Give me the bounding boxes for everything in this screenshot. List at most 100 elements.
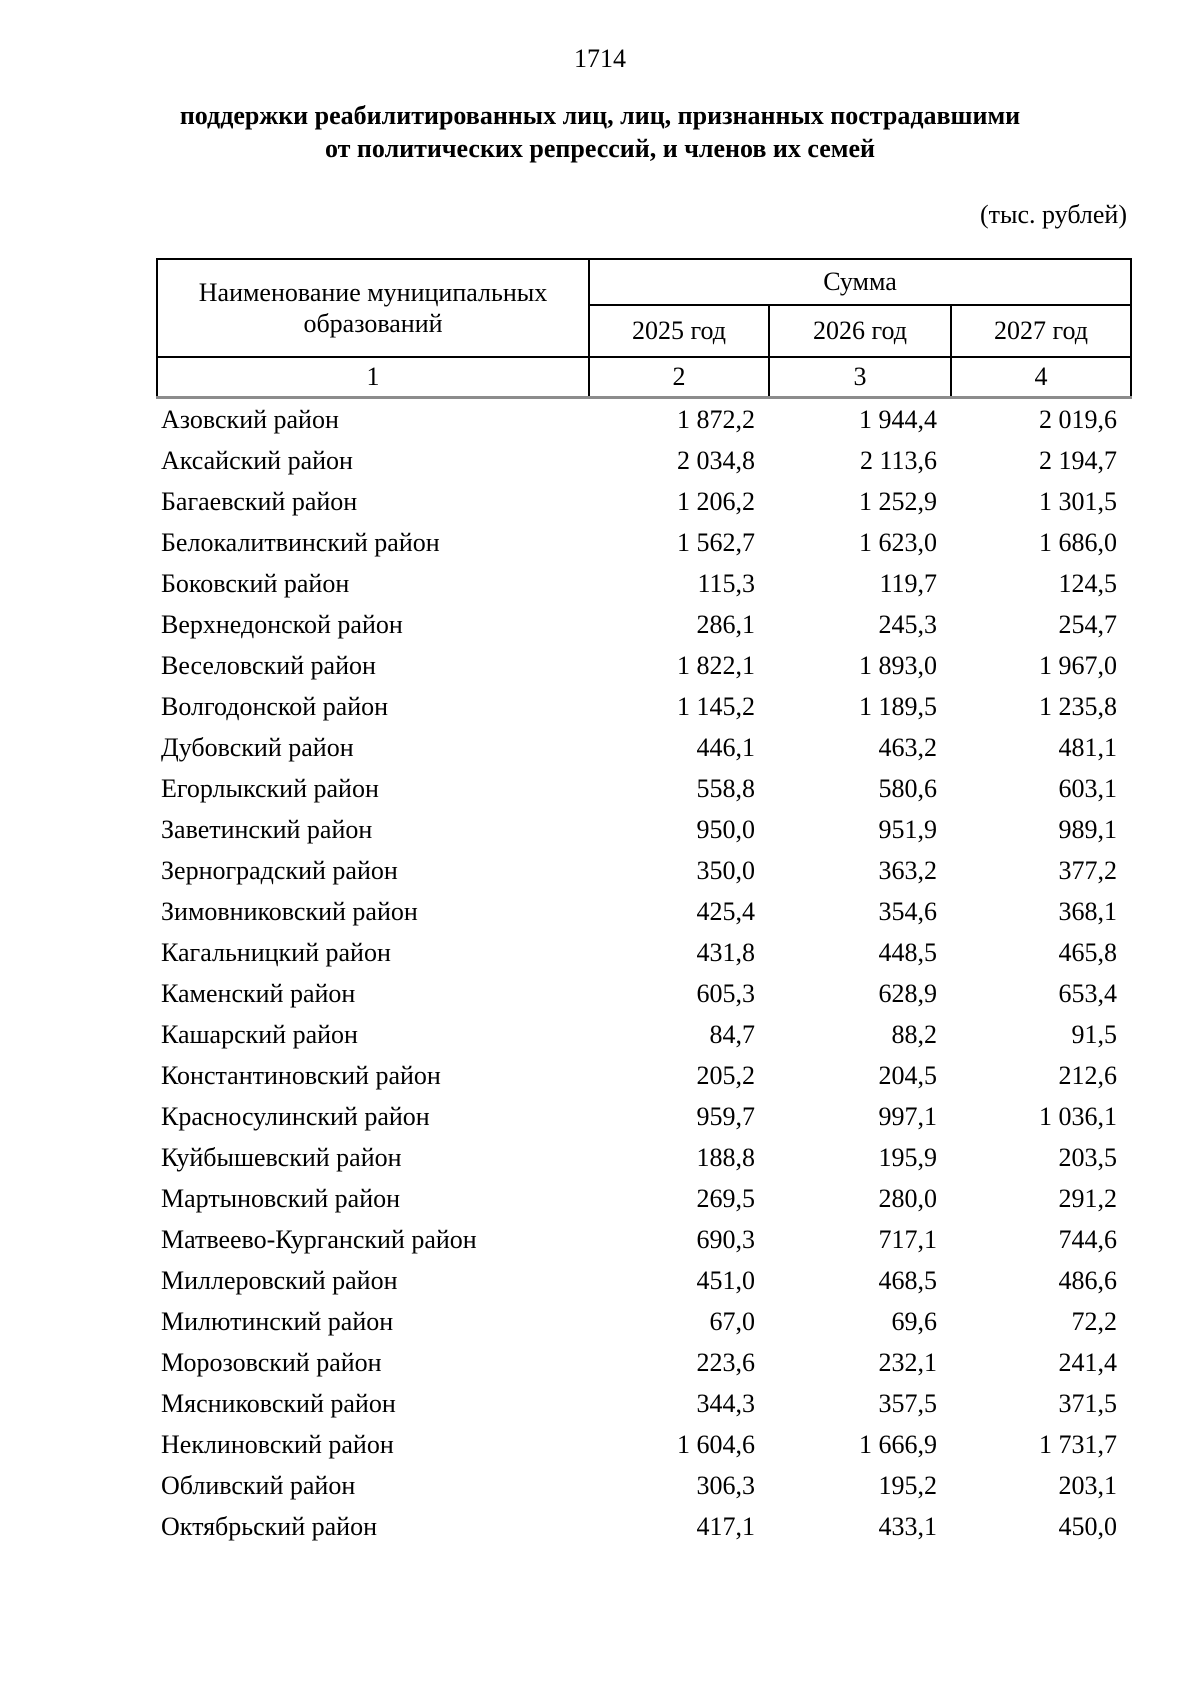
amount-2026: 1 666,9 bbox=[859, 1429, 937, 1459]
amount-2025: 431,8 bbox=[696, 937, 756, 967]
amount-2025: 84,7 bbox=[709, 1019, 756, 1049]
amount-2025: 558,8 bbox=[696, 773, 756, 803]
amount-2027: 603,1 bbox=[1058, 773, 1118, 803]
amount-2026: 363,2 bbox=[878, 855, 938, 885]
amount-2025: 1 562,7 bbox=[677, 527, 755, 557]
amount-2026: 1 623,0 bbox=[859, 527, 937, 557]
table-row: Куйбышевский район 188,8 195,9 203,5 bbox=[157, 1137, 1131, 1178]
table-row: Боковский район 115,3 119,7 124,5 bbox=[157, 563, 1131, 604]
municipality-name: Матвеево-Курганский район bbox=[161, 1224, 477, 1254]
table-row: Зимовниковский район 425,4 354,6 368,1 bbox=[157, 891, 1131, 932]
table-row: Обливский район 306,3 195,2 203,1 bbox=[157, 1465, 1131, 1506]
amount-2026: 69,6 bbox=[891, 1306, 938, 1336]
table-row: Кашарский район 84,7 88,2 91,5 bbox=[157, 1014, 1131, 1055]
amount-2027: 989,1 bbox=[1058, 814, 1118, 844]
table-row: Октябрьский район 417,1 433,1 450,0 bbox=[157, 1506, 1131, 1547]
amount-2027: 1 686,0 bbox=[1039, 527, 1118, 557]
table-row: Неклиновский район 1 604,6 1 666,9 1 731,7 bbox=[157, 1424, 1131, 1465]
amount-2026: 195,2 bbox=[878, 1470, 938, 1500]
table-row: Веселовский район 1 822,1 1 893,0 1 967,0 bbox=[157, 645, 1131, 686]
amount-2025: 1 872,2 bbox=[677, 404, 755, 434]
amount-2025: 1 206,2 bbox=[677, 486, 755, 516]
amount-2027: 450,0 bbox=[1058, 1511, 1118, 1541]
municipality-name: Октябрьский район bbox=[161, 1511, 377, 1541]
amount-2027: 291,2 bbox=[1058, 1183, 1118, 1213]
table-row: Багаевский район 1 206,2 1 252,9 1 301,5 bbox=[157, 481, 1131, 522]
table-row: Егорлыкский район 558,8 580,6 603,1 bbox=[157, 768, 1131, 809]
table-row: Мартыновский район 269,5 280,0 291,2 bbox=[157, 1178, 1131, 1219]
municipality-name: Константиновский район bbox=[161, 1060, 441, 1090]
municipality-name: Багаевский район bbox=[161, 486, 358, 516]
table-row: Мясниковский район 344,3 357,5 371,5 bbox=[157, 1383, 1131, 1424]
amount-2026: 88,2 bbox=[891, 1019, 938, 1049]
municipality-name: Каменский район bbox=[161, 978, 356, 1008]
amount-2025: 1 604,6 bbox=[677, 1429, 755, 1459]
table-body: Азовский район 1 872,2 1 944,4 2 019,6 Аксай… bbox=[157, 398, 1131, 1548]
amount-2027: 486,6 bbox=[1058, 1265, 1118, 1295]
municipality-name: Мартыновский район bbox=[161, 1183, 401, 1213]
table-row: Морозовский район 223,6 232,1 241,4 bbox=[157, 1342, 1131, 1383]
amount-2025: 269,5 bbox=[696, 1183, 756, 1213]
municipality-name: Аксайский район bbox=[161, 445, 353, 475]
header-row-index: 1 2 3 4 bbox=[156, 356, 1133, 399]
amount-2025: 188,8 bbox=[696, 1142, 756, 1172]
document-title-line1: поддержки реабилитированных лиц, лиц, пр… bbox=[179, 101, 1021, 130]
column-header-2025: 2025 год bbox=[588, 304, 770, 358]
amount-2026: 204,5 bbox=[878, 1060, 938, 1090]
municipality-name: Морозовский район bbox=[161, 1347, 382, 1377]
table-row: Красносулинский район 959,7 997,1 1 036,1 bbox=[157, 1096, 1131, 1137]
amount-2025: 67,0 bbox=[709, 1306, 756, 1336]
table-row: Каменский район 605,3 628,9 653,4 bbox=[157, 973, 1131, 1014]
amount-2025: 690,3 bbox=[696, 1224, 756, 1254]
municipality-name: Неклиновский район bbox=[161, 1429, 394, 1459]
amount-2027: 1 967,0 bbox=[1039, 650, 1118, 680]
amount-2027: 2 194,7 bbox=[1039, 445, 1118, 475]
amount-2025: 306,3 bbox=[696, 1470, 756, 1500]
amount-2025: 2 034,8 bbox=[677, 445, 755, 475]
amount-2027: 91,5 bbox=[1071, 1019, 1118, 1049]
amount-2026: 1 893,0 bbox=[859, 650, 937, 680]
document-title: поддержки реабилитированных лиц, лиц, пр… bbox=[0, 99, 1200, 165]
table-row: Заветинский район 950,0 951,9 989,1 bbox=[157, 809, 1131, 850]
amount-2027: 203,5 bbox=[1058, 1142, 1118, 1172]
amount-2027: 1 235,8 bbox=[1039, 691, 1118, 721]
municipality-name: Белокалитвинский район bbox=[161, 527, 440, 557]
amount-2026: 245,3 bbox=[878, 609, 938, 639]
table-row: Верхнедонской район 286,1 245,3 254,7 bbox=[157, 604, 1131, 645]
page-number: 1714 bbox=[574, 44, 626, 73]
header-row-group: Наименование муниципальных образований С… bbox=[156, 258, 1133, 358]
amount-2025: 223,6 bbox=[696, 1347, 756, 1377]
amount-2025: 1 822,1 bbox=[677, 650, 755, 680]
municipality-name: Красносулинский район bbox=[161, 1101, 430, 1131]
amount-2025: 286,1 bbox=[696, 609, 756, 639]
allocations-table: Наименование муниципальных образований С… bbox=[156, 258, 1133, 1548]
amount-2027: 2 019,6 bbox=[1039, 404, 1118, 434]
table-row: Белокалитвинский район 1 562,7 1 623,0 1 68… bbox=[157, 522, 1131, 563]
table-row: Азовский район 1 872,2 1 944,4 2 019,6 bbox=[157, 398, 1131, 441]
amount-2027: 254,7 bbox=[1058, 609, 1118, 639]
amount-2026: 463,2 bbox=[878, 732, 938, 762]
amount-2026: 997,1 bbox=[878, 1101, 938, 1131]
column-header-sum: Сумма bbox=[587, 258, 1133, 306]
municipality-name: Волгодонской район bbox=[161, 691, 389, 721]
municipality-name: Кагальницкий район bbox=[161, 937, 391, 967]
amount-2027: 124,5 bbox=[1058, 568, 1118, 598]
table-header: Наименование муниципальных образований С… bbox=[156, 258, 1133, 399]
amount-2025: 446,1 bbox=[696, 732, 756, 762]
amount-2027: 744,6 bbox=[1058, 1224, 1118, 1254]
table-row: Аксайский район 2 034,8 2 113,6 2 194,7 bbox=[157, 440, 1131, 481]
amount-2025: 344,3 bbox=[696, 1388, 756, 1418]
amount-2026: 195,9 bbox=[878, 1142, 938, 1172]
index-cell-1: 1 bbox=[156, 356, 590, 399]
amount-2026: 357,5 bbox=[878, 1388, 938, 1418]
amount-2025: 115,3 bbox=[697, 568, 755, 598]
amount-2026: 1 252,9 bbox=[859, 486, 937, 516]
amount-2025: 959,7 bbox=[696, 1101, 756, 1131]
amount-2025: 205,2 bbox=[696, 1060, 756, 1090]
table-row: Константиновский район 205,2 204,5 212,6 bbox=[157, 1055, 1131, 1096]
amount-2026: 448,5 bbox=[878, 937, 938, 967]
column-header-2026: 2026 год bbox=[768, 304, 952, 358]
amount-2026: 354,6 bbox=[878, 896, 938, 926]
index-cell-2: 2 bbox=[588, 356, 770, 399]
